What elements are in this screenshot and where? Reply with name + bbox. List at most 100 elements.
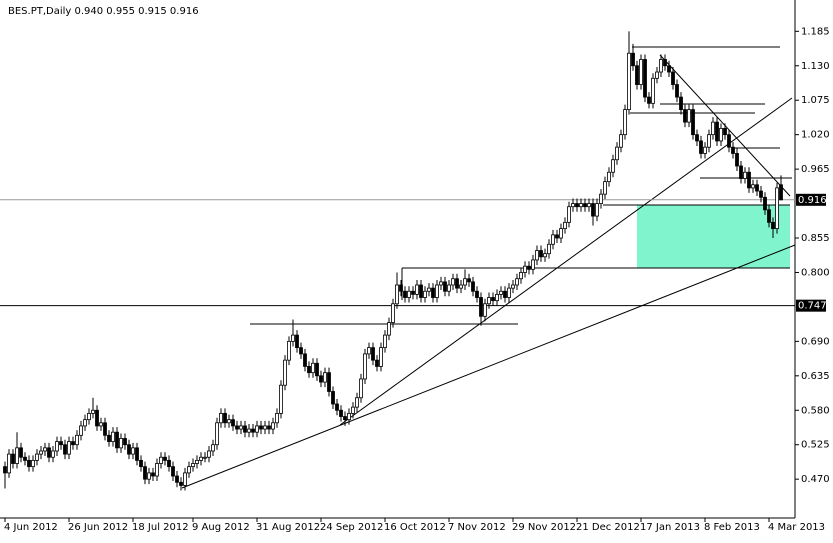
candle-body — [487, 297, 491, 305]
x-tick-label: 24 Sep 2012 — [320, 522, 383, 533]
candle-body — [295, 334, 299, 349]
candle-body — [399, 284, 403, 292]
candle-body — [71, 441, 75, 446]
candle-body — [579, 203, 583, 208]
candle-body — [59, 441, 63, 446]
candle-body — [215, 422, 219, 446]
candle-body — [227, 419, 231, 424]
candle-body — [595, 203, 599, 217]
candle-body — [779, 184, 783, 201]
y-tick-label: 0.965 — [801, 164, 830, 175]
candle-body — [543, 253, 547, 258]
x-tick-label: 17 Jan 2013 — [640, 522, 700, 533]
candle-body — [711, 121, 715, 136]
chart-title: BES.PT,Daily 0.940 0.955 0.915 0.916 — [8, 6, 199, 17]
candle-body — [7, 453, 11, 474]
candle-body — [655, 71, 659, 79]
x-tick-label: 4 Jun 2012 — [4, 522, 58, 533]
y-tick-label: 0.525 — [801, 440, 830, 451]
candle-body — [599, 193, 603, 204]
candle-body — [627, 52, 631, 111]
candle-body — [495, 293, 499, 302]
candle-body — [683, 109, 687, 123]
candle-body — [571, 203, 575, 208]
candle-body — [611, 159, 615, 173]
candle-body — [15, 447, 19, 464]
candle-body — [703, 146, 707, 154]
highlight-zone — [637, 205, 790, 268]
x-tick-label: 4 Mar 2013 — [768, 522, 825, 533]
candle-body — [163, 456, 167, 461]
candle-body — [335, 403, 339, 411]
candle-body — [555, 234, 559, 239]
candle-body — [515, 278, 519, 286]
candle-body — [451, 278, 455, 286]
candle-body — [403, 290, 407, 298]
candle-body — [755, 184, 759, 192]
candle-body — [151, 472, 155, 477]
x-tick-label: 18 Jul 2012 — [132, 522, 189, 533]
candle-body — [463, 278, 467, 286]
candle-body — [747, 171, 751, 189]
candle-body — [131, 447, 135, 455]
candle-body — [379, 347, 383, 367]
y-tick-label: 1.075 — [801, 95, 830, 106]
candle-body — [267, 425, 271, 430]
candle-body — [187, 466, 191, 474]
candle-body — [619, 134, 623, 148]
candle-body — [123, 438, 127, 446]
candle-body — [723, 128, 727, 136]
candle-body — [735, 153, 739, 167]
price-label: 0.747 — [798, 301, 827, 312]
candle-body — [303, 353, 307, 367]
candle-body — [751, 184, 755, 189]
candle-body — [699, 140, 703, 154]
candle-body — [375, 359, 379, 367]
candle-body — [535, 250, 539, 261]
candle-body — [527, 265, 531, 270]
y-tick-label: 0.470 — [801, 474, 830, 485]
candle-body — [239, 425, 243, 430]
x-tick-label: 16 Oct 2012 — [384, 522, 446, 533]
candle-body — [591, 203, 595, 217]
candle-body — [323, 372, 327, 383]
candle-body — [731, 146, 735, 154]
candle-body — [359, 378, 363, 399]
candle-body — [339, 409, 343, 417]
candle-body — [455, 278, 459, 289]
trend-line — [339, 97, 793, 426]
candle-body — [11, 453, 15, 464]
candle-body — [3, 466, 7, 474]
candle-body — [475, 290, 479, 298]
candle-body — [103, 422, 107, 436]
candle-body — [283, 359, 287, 386]
candle-body — [503, 290, 507, 298]
candle-body — [199, 456, 203, 461]
candle-body — [659, 59, 663, 73]
candle-body — [363, 353, 367, 380]
candle-body — [343, 416, 347, 421]
candle-body — [411, 290, 415, 295]
candle-body — [383, 334, 387, 349]
candle-body — [547, 243, 551, 255]
candle-body — [351, 406, 355, 414]
candle-body — [459, 284, 463, 289]
candle-body — [55, 441, 59, 452]
candle-body — [667, 65, 671, 73]
candle-body — [327, 372, 331, 392]
candle-body — [607, 171, 611, 183]
candle-body — [539, 250, 543, 258]
candle-body — [331, 391, 335, 405]
candle-body — [427, 287, 431, 292]
candle-body — [531, 259, 535, 270]
candle-body — [95, 409, 99, 427]
candle-body — [507, 287, 511, 298]
candle-body — [255, 425, 259, 433]
candle-body — [203, 456, 207, 459]
candle-body — [315, 362, 319, 377]
candle-body — [67, 441, 71, 455]
candle-body — [415, 284, 419, 295]
candle-body — [387, 322, 391, 336]
